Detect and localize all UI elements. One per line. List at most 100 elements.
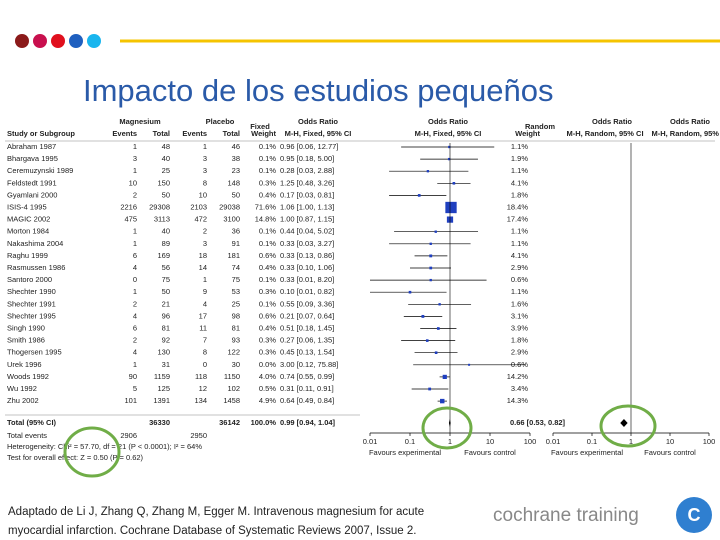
effect-square (426, 170, 430, 173)
effect-square (429, 242, 432, 245)
effect-square (429, 266, 433, 270)
cell: 93 (232, 336, 240, 345)
study-name: Raghu 1999 (7, 251, 48, 260)
cell: 8 (203, 348, 207, 357)
study-name: Abraham 1987 (7, 142, 56, 151)
cell: 169 (157, 251, 170, 260)
cell: 74 (232, 263, 240, 272)
cell: 1.8% (511, 336, 528, 345)
column-header: Weight (251, 129, 276, 138)
cell: 0.4% (259, 190, 276, 199)
cell: 148 (227, 178, 240, 187)
tick-label: 100 (703, 437, 716, 446)
cell: 1.6% (511, 299, 528, 308)
group-header: Odds Ratio (670, 117, 710, 126)
study-name: MAGIC 2002 (7, 215, 50, 224)
cell: 3 (203, 239, 207, 248)
cell: 40 (162, 227, 170, 236)
cell: 1.8% (511, 190, 528, 199)
column-header: Events (112, 129, 137, 138)
cell: 18.4% (507, 202, 529, 211)
tick-label: 10 (486, 437, 494, 446)
cell: 0.1% (259, 166, 276, 175)
tick-label: 0.01 (363, 437, 378, 446)
forest-plot: Magnesium Placebo Fixed Odds Ratio Odds Rati… (7, 117, 720, 462)
highlight (421, 406, 473, 450)
cell: 1 (133, 166, 137, 175)
effect-square (442, 374, 447, 379)
column-header: M-H, Random, 95% CI (651, 129, 720, 138)
cell: 81 (232, 323, 240, 332)
cell: 2.9% (511, 348, 528, 357)
effect-square (429, 254, 433, 258)
cell: 0.6% (259, 251, 276, 260)
cell: 36142 (219, 418, 240, 427)
cell: 1 (133, 287, 137, 296)
cell: 14 (199, 263, 207, 272)
study-name: ISIS-4 1995 (7, 202, 47, 211)
cell: 1150 (224, 372, 240, 381)
cell: 0.21 [0.07, 0.64] (280, 311, 334, 320)
cell: 0.99 [0.94, 1.04] (280, 418, 336, 427)
events-label: Total events (7, 431, 47, 440)
effect-square (421, 314, 425, 318)
cell: 25 (232, 299, 240, 308)
effect-square (468, 363, 471, 366)
cell: 101 (124, 396, 137, 405)
column-header: Weight (515, 129, 540, 138)
citation: myocardial infarction. Cochrane Database… (8, 525, 416, 537)
cell: 3 (203, 166, 207, 175)
cell: 0.44 [0.04, 5.02] (280, 227, 334, 236)
logo-mark: C (688, 505, 701, 525)
cell: 1 (133, 227, 137, 236)
cell: 2 (133, 336, 137, 345)
effect-square (417, 194, 421, 197)
effect-square (447, 157, 451, 161)
cell: 0.51 [0.18, 1.45] (280, 323, 334, 332)
cell: 0.1% (259, 299, 276, 308)
cell: 29038 (219, 202, 240, 211)
cell: 38 (232, 154, 240, 163)
cell: 2.9% (511, 263, 528, 272)
cell: 0.45 [0.13, 1.54] (280, 348, 334, 357)
cell: 1.00 [0.87, 1.15] (280, 215, 334, 224)
cell: 96 (162, 311, 170, 320)
cell: 91 (232, 239, 240, 248)
cell: 0.33 [0.01, 8.20] (280, 275, 334, 284)
cell: 0.74 [0.55, 0.99] (280, 372, 334, 381)
study-name: Nakashima 2004 (7, 239, 63, 248)
footnote: Heterogeneity: Chi² = 57.70, df = 21 (P … (7, 442, 202, 451)
cell: 0.64 [0.49, 0.84] (280, 396, 334, 405)
cell: 4 (133, 263, 137, 272)
tick-label: 1 (448, 437, 452, 446)
cell: 48 (162, 142, 170, 151)
cell: 75 (162, 275, 170, 284)
cell: 4 (133, 311, 137, 320)
cell: 1.1% (511, 287, 528, 296)
cell: 6 (133, 251, 137, 260)
group-header: Fixed (250, 122, 270, 131)
cell: 0 (133, 275, 137, 284)
cell: 30 (232, 360, 240, 369)
cell: 100.0% (251, 418, 277, 427)
cell: 0.10 [0.01, 0.82] (280, 287, 334, 296)
study-name: Morton 1984 (7, 227, 49, 236)
dot (51, 34, 65, 48)
cell: 0.6% (511, 360, 528, 369)
column-header: Study or Subgroup (7, 129, 75, 138)
effect-square (429, 278, 432, 282)
cell: 0.4% (259, 323, 276, 332)
study-name: Shechter 1995 (7, 311, 56, 320)
cell: 3113 (154, 215, 170, 224)
group-header: Random (525, 122, 555, 131)
cell: 0.17 [0.03, 0.81] (280, 190, 334, 199)
study-name: Shechter 1990 (7, 287, 56, 296)
cell: 0.33 [0.13, 0.86] (280, 251, 334, 260)
cell: 17 (199, 311, 207, 320)
effect-square (428, 387, 432, 391)
cell: 2 (203, 227, 207, 236)
cell: 18 (199, 251, 207, 260)
cell: 0.33 [0.03, 3.27] (280, 239, 334, 248)
study-name: Woods 1992 (7, 372, 49, 381)
pooled-diamond (620, 419, 628, 427)
